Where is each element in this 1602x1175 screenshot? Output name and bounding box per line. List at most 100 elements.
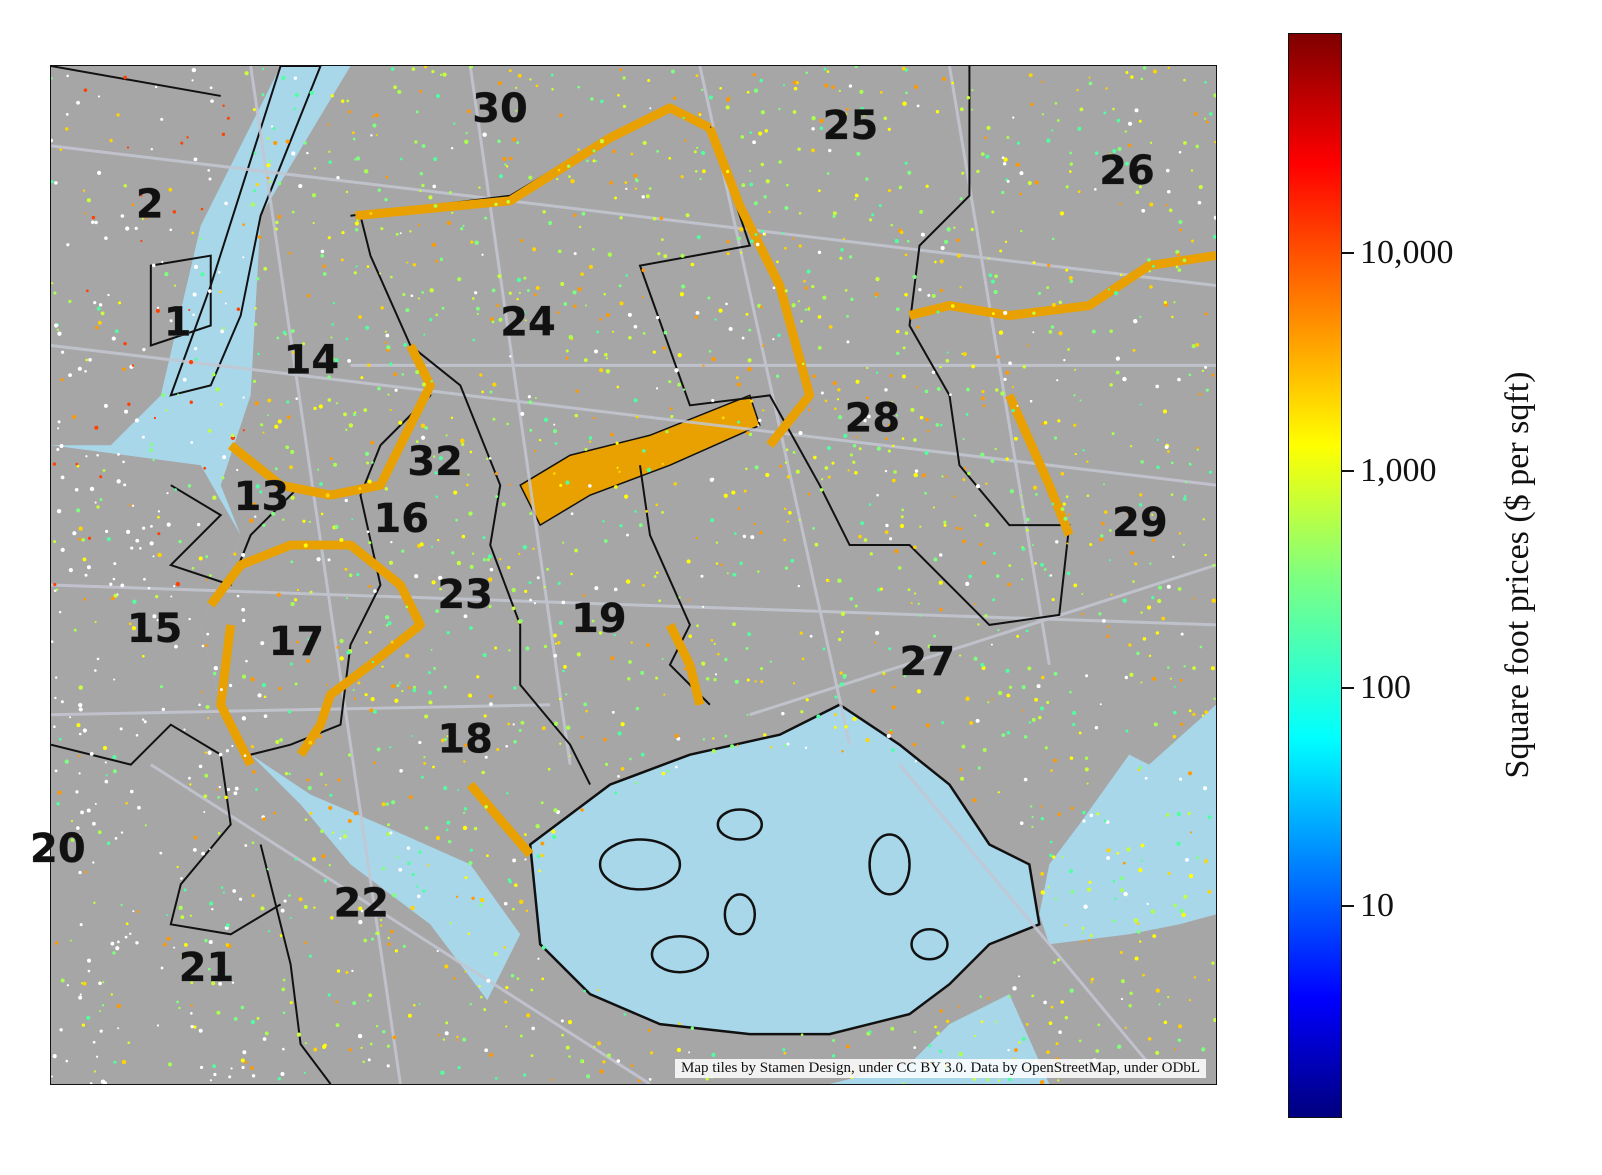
price-dot <box>120 831 124 834</box>
price-dot <box>142 654 145 658</box>
price-dot <box>312 857 317 862</box>
price-dot <box>116 479 121 484</box>
price-dot <box>1188 999 1192 1002</box>
price-dot <box>1208 470 1213 474</box>
price-dot <box>613 633 616 637</box>
price-dot <box>161 260 164 264</box>
price-dot <box>642 583 645 587</box>
price-dot <box>1055 540 1059 544</box>
price-dot <box>354 228 359 232</box>
price-dot <box>649 1051 654 1055</box>
price-dot <box>448 191 452 195</box>
price-dot <box>484 216 488 220</box>
price-dot <box>231 744 234 748</box>
price-dot <box>812 374 817 379</box>
price-dot <box>439 257 444 262</box>
price-dot <box>225 975 229 979</box>
price-dot <box>242 429 245 432</box>
price-dot <box>834 695 838 699</box>
price-dot <box>953 226 956 229</box>
price-dot <box>312 221 315 225</box>
price-dot <box>882 671 885 674</box>
price-dot <box>743 489 747 493</box>
price-dot <box>103 1081 108 1084</box>
price-dot <box>936 310 940 314</box>
price-dot <box>198 1028 203 1033</box>
price-dot <box>1036 684 1041 689</box>
price-dot <box>934 260 937 264</box>
price-dot <box>1073 394 1076 397</box>
price-dot <box>900 515 904 519</box>
price-dot <box>574 548 578 553</box>
price-dot <box>1198 184 1203 190</box>
price-dot <box>914 760 917 763</box>
price-dot <box>94 425 99 430</box>
price-dot <box>188 309 191 312</box>
price-dot <box>1017 1041 1021 1044</box>
price-dot <box>674 733 679 739</box>
price-dot <box>104 236 108 240</box>
price-dot <box>863 418 867 423</box>
price-dot <box>868 1030 872 1034</box>
price-dot <box>1053 671 1058 676</box>
price-dot <box>614 196 618 200</box>
price-dot <box>469 848 473 852</box>
price-dot <box>552 834 557 840</box>
price-dot <box>54 676 58 679</box>
price-dot <box>754 233 758 236</box>
price-dot <box>783 744 787 747</box>
price-dot <box>282 1011 286 1015</box>
price-dot <box>573 304 577 308</box>
price-dot <box>1129 672 1134 677</box>
price-dot <box>251 841 255 845</box>
price-dot <box>375 1025 379 1028</box>
price-dot <box>805 71 809 75</box>
price-dot <box>1138 766 1143 770</box>
price-dot <box>461 442 465 446</box>
price-dot <box>1107 625 1110 628</box>
price-dot <box>582 594 586 597</box>
price-dot <box>987 701 990 704</box>
price-dot <box>811 148 815 153</box>
price-dot <box>828 148 832 153</box>
price-dot <box>78 537 82 541</box>
price-dot <box>173 584 176 588</box>
price-dot <box>988 273 993 278</box>
price-dot <box>114 329 119 334</box>
price-dot <box>368 584 372 588</box>
price-dot <box>304 941 307 944</box>
price-dot <box>558 697 562 701</box>
price-dot <box>157 510 161 513</box>
price-dot <box>288 772 291 776</box>
price-dot <box>289 465 293 470</box>
district-label-16: 16 <box>373 496 429 542</box>
price-dot <box>951 81 954 85</box>
price-dot <box>943 520 947 525</box>
price-dot <box>79 993 82 996</box>
price-dot <box>785 183 789 187</box>
price-dot <box>415 440 419 444</box>
price-dot <box>936 387 941 391</box>
price-dot <box>1096 812 1100 816</box>
price-dot <box>648 187 652 190</box>
price-dot <box>1213 1018 1216 1023</box>
price-dot <box>603 737 607 742</box>
price-dot <box>1146 605 1152 610</box>
price-dot <box>876 446 881 451</box>
price-dot <box>1057 419 1061 423</box>
price-dot <box>515 86 518 89</box>
price-dot <box>762 409 765 412</box>
price-dot <box>498 317 503 322</box>
price-dot <box>286 400 290 404</box>
price-dot <box>396 856 400 859</box>
price-dot <box>1019 192 1022 196</box>
price-dot <box>725 97 731 102</box>
price-dot <box>925 184 929 188</box>
price-dot <box>1109 383 1113 387</box>
price-dot <box>1167 66 1170 69</box>
price-dot <box>834 407 837 411</box>
price-dot <box>715 562 719 565</box>
price-dot <box>965 581 970 586</box>
price-dot <box>698 113 702 116</box>
price-dot <box>335 1000 338 1004</box>
